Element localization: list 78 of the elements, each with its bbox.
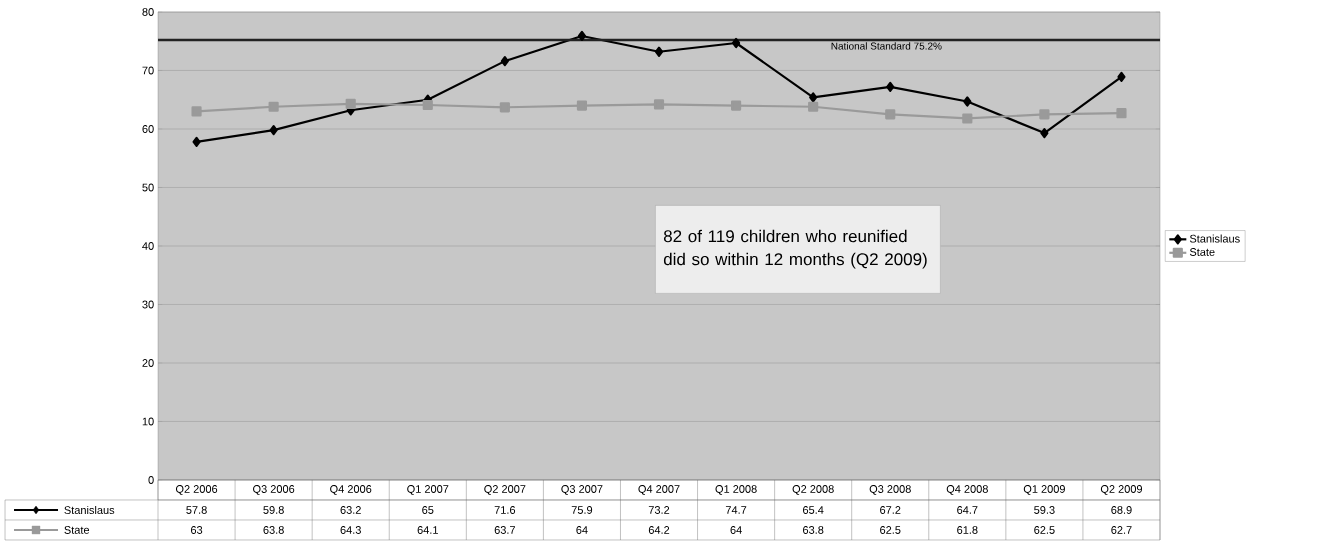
point xyxy=(653,99,665,110)
ref-line-label: National Standard 75.2% xyxy=(831,42,942,50)
point xyxy=(809,92,818,103)
point xyxy=(576,100,588,111)
annotation: 82 of 119 children who reunified did so within 12 months (Q2 2009) xyxy=(663,229,927,269)
data-label: 64 xyxy=(730,526,742,534)
point xyxy=(499,102,510,113)
y-tick-label: 80 xyxy=(142,8,154,16)
point xyxy=(500,56,509,67)
x-tick-label: Q2 2007 xyxy=(484,485,526,495)
y-tick-label: 70 xyxy=(142,66,154,75)
y-tick-label: 50 xyxy=(142,183,154,192)
data-label: 59.8 xyxy=(263,506,284,514)
point xyxy=(191,106,202,117)
point xyxy=(1117,71,1126,83)
point xyxy=(962,113,973,124)
data-label: 63 xyxy=(191,526,203,534)
y-tick-label: 40 xyxy=(142,242,154,250)
data-label: 62.7 xyxy=(1111,526,1132,534)
data-label: 64.3 xyxy=(340,526,361,534)
data-label: 65 xyxy=(422,506,434,514)
data-label: 67.2 xyxy=(880,506,901,514)
point xyxy=(345,98,356,109)
data-label: 64.2 xyxy=(648,526,670,534)
data-label: 64.1 xyxy=(417,526,438,534)
data-label: 57.8 xyxy=(186,506,207,514)
point xyxy=(269,125,278,136)
point xyxy=(268,101,279,112)
point xyxy=(732,37,741,49)
data-label: 74.7 xyxy=(725,506,747,514)
data-label: 75.9 xyxy=(571,506,593,514)
data-label: 68.9 xyxy=(1111,506,1132,514)
x-tick-label: Q3 2008 xyxy=(869,485,911,495)
x-tick-label: Q3 2006 xyxy=(253,485,295,495)
data-label: 64 xyxy=(576,526,588,534)
y-tick-label: 60 xyxy=(142,125,154,133)
legend-label: Stanislaus xyxy=(1189,234,1240,243)
x-tick-label: Q2 2008 xyxy=(792,485,834,495)
data-label: 63.8 xyxy=(803,526,824,534)
point xyxy=(1116,108,1127,119)
y-tick-label: 20 xyxy=(142,359,154,367)
legend-label: State xyxy=(1189,248,1215,256)
x-tick-label: Q2 2006 xyxy=(175,485,218,495)
data-label: 62.5 xyxy=(1034,526,1055,534)
point xyxy=(808,101,819,112)
data-label: 71.6 xyxy=(494,506,516,514)
text: Stanislaus xyxy=(64,505,115,515)
data-label: 61.8 xyxy=(957,526,978,534)
data-label: 63.2 xyxy=(340,506,361,514)
x-tick-label: Q4 2008 xyxy=(946,485,988,495)
point xyxy=(654,46,664,57)
x-tick-label: Q3 2007 xyxy=(561,485,603,495)
data-label: 62.5 xyxy=(880,526,901,534)
data-label: 73.2 xyxy=(648,506,670,514)
y-tick-label: 0 xyxy=(148,476,154,484)
point xyxy=(886,81,895,92)
data-label: 63.8 xyxy=(263,526,284,534)
point xyxy=(963,96,972,107)
x-tick-label: Q2 2009 xyxy=(1100,485,1143,495)
point xyxy=(192,136,201,147)
x-tick-label: Q1 2008 xyxy=(715,485,757,495)
y-tick-label: 30 xyxy=(142,300,154,309)
data-label: 64.7 xyxy=(957,506,978,514)
data-label: 59.3 xyxy=(1034,506,1055,514)
y-tick-label: 10 xyxy=(142,417,154,426)
point xyxy=(885,109,896,120)
x-tick-label: Q4 2007 xyxy=(638,485,680,495)
x-tick-label: Q1 2007 xyxy=(407,485,449,495)
x-tick-label: Q1 2009 xyxy=(1023,485,1065,495)
point xyxy=(422,99,433,111)
point xyxy=(1039,109,1050,120)
point xyxy=(731,100,742,111)
point xyxy=(577,30,587,42)
x-tick-label: Q4 2006 xyxy=(330,485,372,495)
text: State xyxy=(64,526,90,534)
point xyxy=(1040,128,1049,139)
data-label: 65.4 xyxy=(803,506,824,514)
data-label: 63.7 xyxy=(494,526,516,534)
